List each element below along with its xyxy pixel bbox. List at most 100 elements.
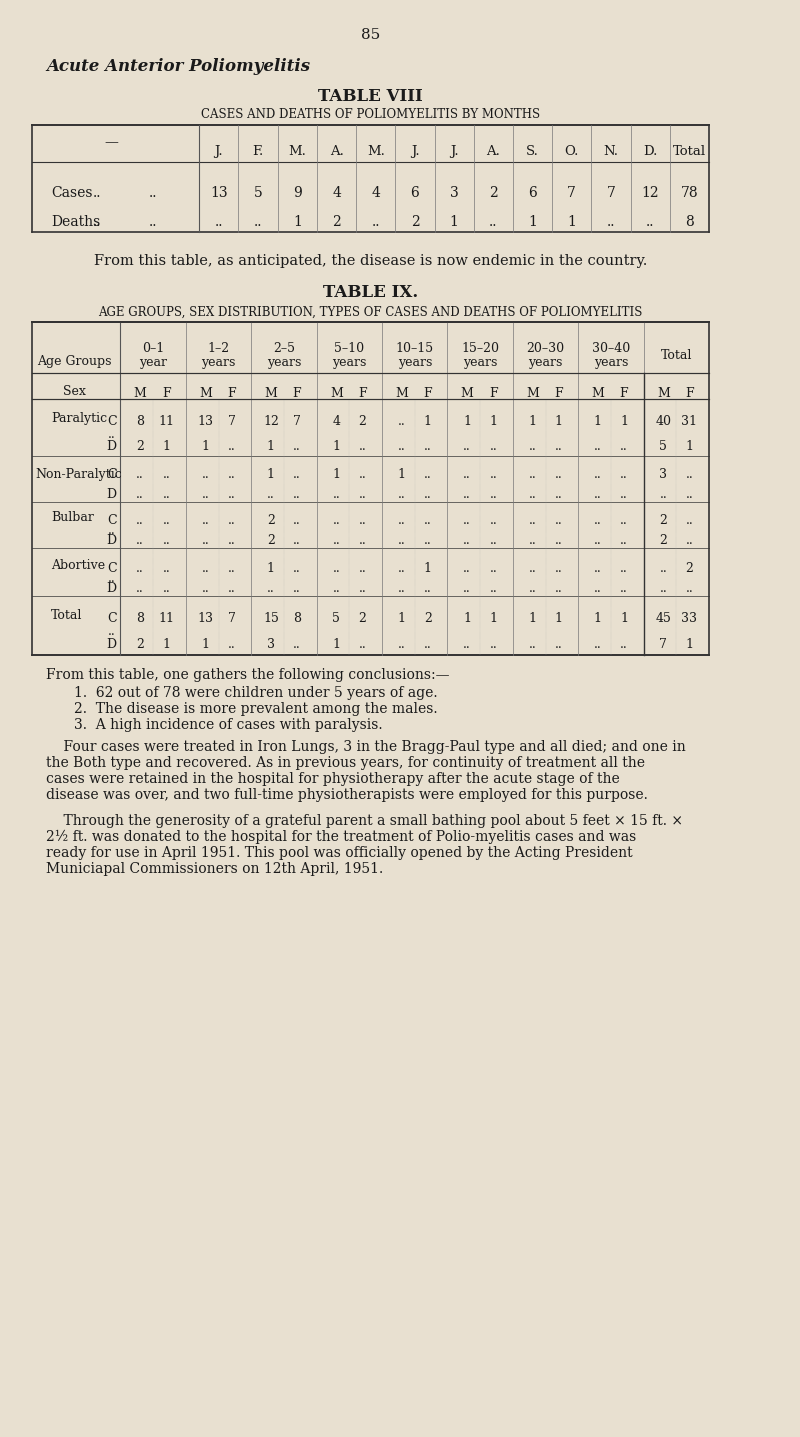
Text: years: years xyxy=(594,356,628,369)
Text: M: M xyxy=(199,387,212,399)
Text: 1: 1 xyxy=(686,440,694,453)
Text: ..: .. xyxy=(594,468,602,481)
Text: 2: 2 xyxy=(267,535,275,547)
Text: 9: 9 xyxy=(293,185,302,200)
Text: years: years xyxy=(266,356,301,369)
Text: 1: 1 xyxy=(490,612,498,625)
Text: 40: 40 xyxy=(655,415,671,428)
Text: ..: .. xyxy=(398,440,406,453)
Text: 4: 4 xyxy=(332,415,340,428)
Text: 1: 1 xyxy=(424,562,432,575)
Text: ..: .. xyxy=(594,514,602,527)
Text: 1: 1 xyxy=(332,638,340,651)
Text: ..: .. xyxy=(424,582,432,595)
Text: ..: .. xyxy=(358,582,366,595)
Text: ..: .. xyxy=(136,468,144,481)
Text: ..: .. xyxy=(108,428,116,441)
Text: ..: .. xyxy=(554,514,562,527)
Text: TABLE IX.: TABLE IX. xyxy=(323,285,418,300)
Text: M.: M. xyxy=(288,145,306,158)
Text: 13: 13 xyxy=(210,185,228,200)
Text: 2: 2 xyxy=(332,216,341,228)
Text: Bulbar: Bulbar xyxy=(51,512,94,525)
Text: ..: .. xyxy=(529,440,536,453)
Text: ..: .. xyxy=(228,489,235,502)
Text: 30–40: 30–40 xyxy=(592,342,630,355)
Text: ..: .. xyxy=(108,572,116,585)
Text: ..: .. xyxy=(228,440,235,453)
Text: 12: 12 xyxy=(263,415,279,428)
Text: ..: .. xyxy=(162,582,170,595)
Text: ..: .. xyxy=(620,468,628,481)
Text: Four cases were treated in Iron Lungs, 3 in the Bragg-Paul type and all died; an: Four cases were treated in Iron Lungs, 3… xyxy=(46,740,686,754)
Text: ..: .. xyxy=(490,489,497,502)
Text: 3: 3 xyxy=(659,468,667,481)
Text: 1: 1 xyxy=(267,562,275,575)
Text: ..: .. xyxy=(267,489,274,502)
Text: F: F xyxy=(293,387,302,399)
Text: D.: D. xyxy=(643,145,658,158)
Text: 1: 1 xyxy=(267,468,275,481)
Text: ..: .. xyxy=(398,638,406,651)
Text: N.: N. xyxy=(603,145,618,158)
Text: ..: .. xyxy=(554,535,562,547)
Text: 1: 1 xyxy=(490,415,498,428)
Text: 11: 11 xyxy=(158,612,174,625)
Text: ..: .. xyxy=(136,514,144,527)
Text: ..: .. xyxy=(424,489,432,502)
Text: 7: 7 xyxy=(659,638,667,651)
Text: 4: 4 xyxy=(332,185,341,200)
Text: ..: .. xyxy=(293,582,301,595)
Text: 13: 13 xyxy=(198,415,214,428)
Text: ..: .. xyxy=(93,216,101,228)
Text: ..: .. xyxy=(620,514,628,527)
Text: ..: .. xyxy=(293,638,301,651)
Text: ..: .. xyxy=(358,514,366,527)
Text: ..: .. xyxy=(620,638,628,651)
Text: ..: .. xyxy=(463,535,471,547)
Text: ..: .. xyxy=(554,582,562,595)
Text: ..: .. xyxy=(358,489,366,502)
Text: ..: .. xyxy=(202,489,210,502)
Text: 7: 7 xyxy=(567,185,576,200)
Text: 2: 2 xyxy=(410,216,419,228)
Text: ..: .. xyxy=(293,489,301,502)
Text: ..: .. xyxy=(202,582,210,595)
Text: C: C xyxy=(107,468,117,481)
Text: 2: 2 xyxy=(424,612,432,625)
Text: Age Groups: Age Groups xyxy=(37,355,111,368)
Text: ..: .. xyxy=(659,562,667,575)
Text: Cases: Cases xyxy=(51,185,93,200)
Text: 2: 2 xyxy=(136,440,144,453)
Text: 1.  62 out of 78 were children under 5 years of age.: 1. 62 out of 78 were children under 5 ye… xyxy=(74,685,438,700)
Text: ..: .. xyxy=(529,562,536,575)
Text: ..: .. xyxy=(228,468,235,481)
Text: M: M xyxy=(134,387,146,399)
Text: ..: .. xyxy=(267,582,274,595)
Text: 1: 1 xyxy=(620,415,628,428)
Text: ..: .. xyxy=(162,514,170,527)
Text: 2½ ft. was donated to the hospital for the treatment of Polio­myelitis cases and: 2½ ft. was donated to the hospital for t… xyxy=(46,831,637,844)
Text: ..: .. xyxy=(529,638,536,651)
Text: ..: .. xyxy=(293,514,301,527)
Text: ..: .. xyxy=(371,216,380,228)
Text: 5: 5 xyxy=(332,612,340,625)
Text: ..: .. xyxy=(293,440,301,453)
Text: 2: 2 xyxy=(358,415,366,428)
Text: years: years xyxy=(332,356,366,369)
Text: ..: .. xyxy=(228,582,235,595)
Text: ..: .. xyxy=(463,582,471,595)
Text: ..: .. xyxy=(398,562,406,575)
Text: M: M xyxy=(591,387,604,399)
Text: ..: .. xyxy=(202,514,210,527)
Text: M.: M. xyxy=(367,145,385,158)
Text: 4: 4 xyxy=(371,185,380,200)
Text: 1: 1 xyxy=(202,440,210,453)
Text: ..: .. xyxy=(686,514,694,527)
Text: 85: 85 xyxy=(361,27,380,42)
Text: ..: .. xyxy=(202,468,210,481)
Text: 1: 1 xyxy=(594,612,602,625)
Text: 2: 2 xyxy=(489,185,498,200)
Text: ..: .. xyxy=(424,638,432,651)
Text: Total: Total xyxy=(661,349,692,362)
